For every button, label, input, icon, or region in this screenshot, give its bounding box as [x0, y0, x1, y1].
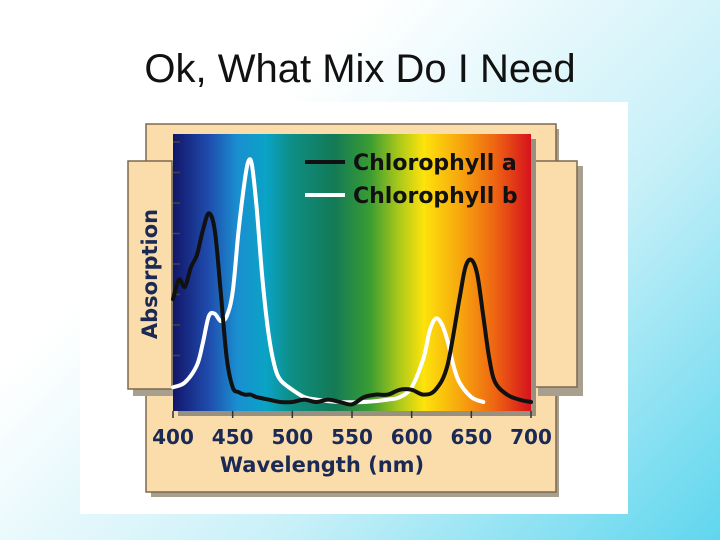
figure-panel: 400 450 500 550 600 650 700 Absorption Wavelen… — [80, 102, 628, 514]
x-axis-ticks: 400 450 500 550 600 650 700 — [152, 411, 552, 449]
x-tick-label: 550 — [331, 425, 373, 449]
legend: Chlorophyll a Chlorophyll b — [305, 151, 518, 209]
x-tick-label: 650 — [450, 425, 492, 449]
x-tick-label: 600 — [391, 425, 433, 449]
slide-title: Ok, What Mix Do I Need — [144, 47, 576, 91]
series-line-chlorophyll-b — [171, 157, 486, 405]
x-tick-label: 400 — [152, 425, 194, 449]
x-tick-label: 500 — [271, 425, 313, 449]
legend-label-chlorophyll-b: Chlorophyll b — [353, 184, 518, 209]
left-tab — [127, 160, 173, 390]
x-tick-label: 450 — [212, 425, 254, 449]
series-lines — [171, 157, 533, 407]
series-line-chlorophyll-a — [171, 211, 533, 407]
legend-label-chlorophyll-a: Chlorophyll a — [353, 151, 517, 176]
absorption-spectrum-chart: 400 450 500 550 600 650 700 Absorption Wavelen… — [127, 123, 583, 497]
y-axis-label: Absorption — [138, 209, 162, 339]
right-tab — [531, 160, 578, 388]
spectrum-background — [173, 134, 531, 411]
x-axis-label: Wavelength (nm) — [220, 453, 424, 477]
x-tick-label: 700 — [510, 425, 552, 449]
